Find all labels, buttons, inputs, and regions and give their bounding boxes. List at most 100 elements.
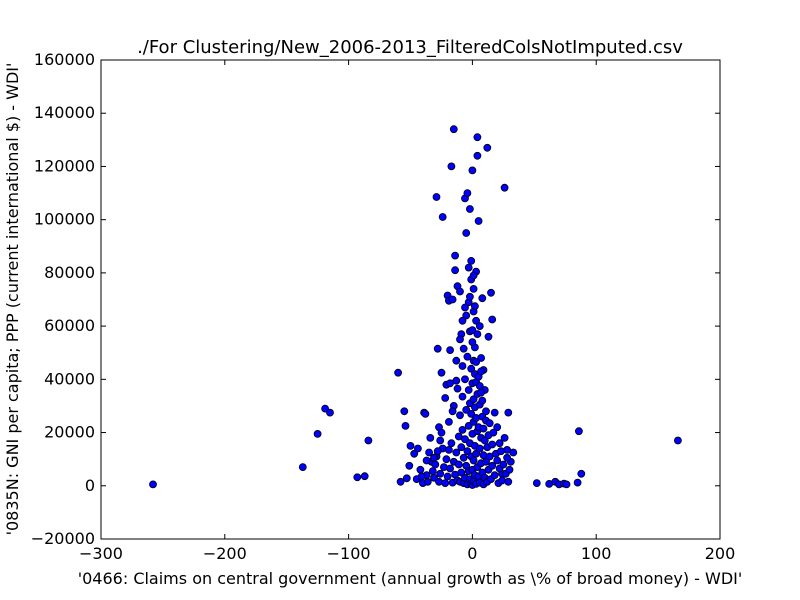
data-point xyxy=(478,396,487,405)
data-point xyxy=(469,456,478,465)
data-point xyxy=(360,472,369,481)
data-point xyxy=(444,417,453,426)
data-point xyxy=(468,166,477,175)
data-point xyxy=(478,294,487,303)
data-point xyxy=(451,266,460,275)
data-point xyxy=(401,421,410,430)
x-tick-label: −100 xyxy=(327,544,371,563)
data-points xyxy=(149,125,682,489)
data-point xyxy=(451,251,460,260)
data-point xyxy=(674,436,682,445)
data-point xyxy=(396,477,405,486)
data-point xyxy=(504,477,513,486)
data-point xyxy=(509,448,518,457)
y-axis-label: '0835N: GNI per capita; PPP (current int… xyxy=(3,63,22,536)
y-tick-label: 0 xyxy=(85,476,95,495)
data-point xyxy=(488,461,497,470)
data-point xyxy=(454,460,463,469)
data-point xyxy=(495,439,504,448)
data-point xyxy=(444,445,453,454)
data-point xyxy=(467,256,476,265)
data-point xyxy=(477,367,486,376)
data-point xyxy=(498,476,507,485)
data-point xyxy=(437,368,446,377)
data-point xyxy=(480,436,489,445)
y-axis: −20000 0 20000 40000 60000 80000 100000 120000 1… xyxy=(31,50,720,548)
data-point xyxy=(475,322,484,331)
data-point xyxy=(298,463,307,472)
data-point xyxy=(500,433,509,442)
data-point xyxy=(406,441,415,450)
data-point xyxy=(461,303,469,312)
data-point xyxy=(453,384,462,393)
data-point xyxy=(484,332,493,341)
data-point xyxy=(488,315,497,324)
data-point xyxy=(479,424,488,433)
data-point xyxy=(470,302,479,311)
data-point xyxy=(425,448,434,457)
data-point xyxy=(448,295,457,304)
x-tick-label: 100 xyxy=(581,544,612,563)
data-point xyxy=(458,316,467,325)
data-point xyxy=(573,478,582,487)
x-axis: −300 −200 −100 0 100 200 xyxy=(79,60,735,563)
data-point xyxy=(462,311,471,320)
data-point xyxy=(446,379,455,388)
data-point xyxy=(488,440,497,449)
data-point xyxy=(493,456,502,465)
data-point xyxy=(436,436,445,445)
data-point xyxy=(441,394,450,402)
data-point xyxy=(457,468,466,477)
data-point xyxy=(457,443,466,452)
data-point xyxy=(472,358,481,366)
data-point xyxy=(413,444,422,453)
data-point xyxy=(505,465,514,474)
data-point xyxy=(482,457,490,466)
data-point xyxy=(416,465,425,474)
data-point xyxy=(456,411,464,420)
data-point xyxy=(469,395,478,404)
data-point xyxy=(452,448,461,457)
data-point xyxy=(452,356,461,365)
y-tick-label: −20000 xyxy=(31,529,95,548)
data-point xyxy=(437,428,446,437)
plot-frame xyxy=(100,59,721,540)
data-point xyxy=(467,364,476,373)
data-point xyxy=(428,467,437,476)
data-point xyxy=(462,405,471,414)
data-point xyxy=(477,388,486,397)
data-point xyxy=(487,288,495,297)
data-point xyxy=(465,205,474,213)
chart-title: ./For Clustering/New_2006-2013_FilteredC… xyxy=(137,37,683,58)
data-point xyxy=(447,162,456,171)
data-point xyxy=(479,451,488,460)
data-point xyxy=(489,428,498,437)
y-tick-label: 160000 xyxy=(34,50,95,69)
x-tick-label: −200 xyxy=(203,544,247,563)
x-tick-label: 0 xyxy=(467,544,477,563)
data-point xyxy=(421,409,430,418)
data-point xyxy=(469,284,478,293)
data-point xyxy=(443,472,452,481)
data-point xyxy=(562,480,571,489)
data-point xyxy=(458,362,467,370)
data-point xyxy=(435,477,443,486)
data-point xyxy=(432,193,441,201)
y-tick-label: 60000 xyxy=(44,316,95,335)
data-point xyxy=(475,382,484,390)
data-point xyxy=(449,125,458,134)
data-point xyxy=(468,338,477,347)
data-point xyxy=(394,368,403,377)
data-point xyxy=(446,464,455,473)
y-tick-label: 40000 xyxy=(44,369,95,388)
data-point xyxy=(447,439,456,448)
data-point xyxy=(464,386,473,394)
data-point xyxy=(468,326,477,335)
data-point xyxy=(431,460,440,469)
x-tick-label: −300 xyxy=(79,544,123,563)
data-point xyxy=(473,133,482,142)
data-point xyxy=(442,455,451,464)
data-point xyxy=(577,469,586,478)
data-point xyxy=(500,183,509,192)
